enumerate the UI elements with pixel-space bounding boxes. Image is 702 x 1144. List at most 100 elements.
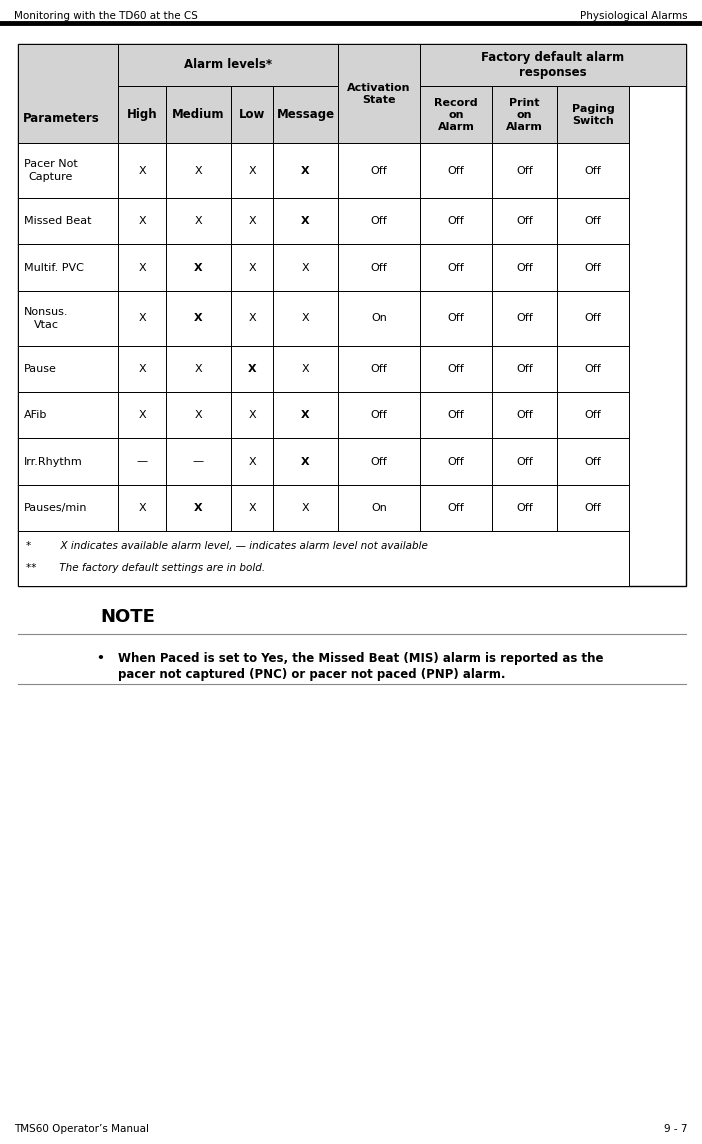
Bar xyxy=(18,43,118,143)
Bar xyxy=(231,345,273,392)
Bar xyxy=(118,345,166,392)
Text: Off: Off xyxy=(585,263,602,272)
Bar xyxy=(420,43,686,86)
Text: Off: Off xyxy=(448,216,465,227)
Text: X: X xyxy=(138,263,146,272)
Text: Off: Off xyxy=(585,364,602,374)
Text: Off: Off xyxy=(371,456,388,467)
Text: Off: Off xyxy=(585,411,602,420)
Text: X: X xyxy=(248,364,256,374)
Text: X: X xyxy=(194,216,202,227)
Bar xyxy=(118,245,166,291)
Text: X: X xyxy=(249,456,256,467)
Text: X: X xyxy=(249,313,256,324)
Text: X: X xyxy=(194,313,203,324)
Text: X: X xyxy=(302,313,310,324)
Text: Off: Off xyxy=(448,456,465,467)
Text: —: — xyxy=(136,456,147,467)
Bar xyxy=(166,198,231,245)
Text: Monitoring with the TD60 at the CS: Monitoring with the TD60 at the CS xyxy=(14,11,198,21)
Text: X: X xyxy=(138,313,146,324)
Text: Off: Off xyxy=(448,364,465,374)
Bar xyxy=(557,198,629,245)
Bar xyxy=(420,485,492,531)
Text: Off: Off xyxy=(516,502,533,513)
Text: Off: Off xyxy=(516,166,533,176)
Bar xyxy=(557,392,629,438)
Text: X: X xyxy=(249,502,256,513)
Bar xyxy=(420,438,492,485)
Bar xyxy=(18,485,118,531)
Bar xyxy=(492,485,557,531)
Text: High: High xyxy=(126,108,157,121)
Text: X: X xyxy=(138,216,146,227)
Bar xyxy=(231,143,273,198)
Bar xyxy=(557,485,629,531)
Text: Physiological Alarms: Physiological Alarms xyxy=(581,11,688,21)
Bar xyxy=(273,198,338,245)
Text: When Paced is set to Yes, the Missed Beat (MIS) alarm is reported as the: When Paced is set to Yes, the Missed Bea… xyxy=(118,652,604,665)
Bar xyxy=(338,438,420,485)
Bar xyxy=(273,438,338,485)
Text: —: — xyxy=(193,456,204,467)
Bar xyxy=(231,291,273,345)
Text: X: X xyxy=(194,411,202,420)
Bar xyxy=(338,485,420,531)
Text: pacer not captured (PNC) or pacer not paced (PNP) alarm.: pacer not captured (PNC) or pacer not pa… xyxy=(118,668,505,681)
Text: Off: Off xyxy=(371,166,388,176)
Bar xyxy=(420,392,492,438)
Bar xyxy=(118,86,166,143)
Bar xyxy=(420,291,492,345)
Text: Activation
State: Activation State xyxy=(347,82,411,104)
Text: Off: Off xyxy=(516,411,533,420)
Bar xyxy=(118,198,166,245)
Bar xyxy=(273,245,338,291)
Bar xyxy=(492,245,557,291)
Text: X: X xyxy=(138,411,146,420)
Text: 9 - 7: 9 - 7 xyxy=(665,1125,688,1134)
Text: Off: Off xyxy=(585,313,602,324)
Bar xyxy=(166,143,231,198)
Text: X: X xyxy=(194,166,202,176)
Text: Off: Off xyxy=(585,216,602,227)
Bar xyxy=(231,392,273,438)
Text: X: X xyxy=(138,166,146,176)
Bar xyxy=(420,245,492,291)
Text: X: X xyxy=(138,364,146,374)
Bar xyxy=(557,86,629,143)
Bar xyxy=(118,291,166,345)
Text: Off: Off xyxy=(516,364,533,374)
Bar xyxy=(420,143,492,198)
Bar xyxy=(492,198,557,245)
Bar xyxy=(118,438,166,485)
Bar xyxy=(18,143,118,198)
Text: Factory default alarm
responses: Factory default alarm responses xyxy=(482,50,625,79)
Text: Off: Off xyxy=(448,166,465,176)
Bar xyxy=(166,245,231,291)
Bar xyxy=(557,143,629,198)
Text: X: X xyxy=(302,364,310,374)
Text: AFib: AFib xyxy=(24,411,47,420)
Bar xyxy=(557,245,629,291)
Text: Missed Beat: Missed Beat xyxy=(24,216,91,227)
Text: NOTE: NOTE xyxy=(100,607,155,626)
Bar xyxy=(338,345,420,392)
Bar xyxy=(492,86,557,143)
Bar xyxy=(166,438,231,485)
Bar xyxy=(557,291,629,345)
Text: Irr.Rhythm: Irr.Rhythm xyxy=(24,456,83,467)
Text: On: On xyxy=(371,502,387,513)
Text: X: X xyxy=(194,263,203,272)
Text: *         X indicates available alarm level, — indicates alarm level not availab: * X indicates available alarm level, — i… xyxy=(26,541,428,551)
Bar xyxy=(231,86,273,143)
Bar xyxy=(420,86,492,143)
Bar xyxy=(420,198,492,245)
Bar xyxy=(118,43,338,86)
Bar xyxy=(273,86,338,143)
Text: Pause: Pause xyxy=(24,364,57,374)
Text: Off: Off xyxy=(371,411,388,420)
Text: TMS60 Operator’s Manual: TMS60 Operator’s Manual xyxy=(14,1125,149,1134)
Text: Off: Off xyxy=(585,456,602,467)
Text: Off: Off xyxy=(448,502,465,513)
Text: Off: Off xyxy=(448,411,465,420)
